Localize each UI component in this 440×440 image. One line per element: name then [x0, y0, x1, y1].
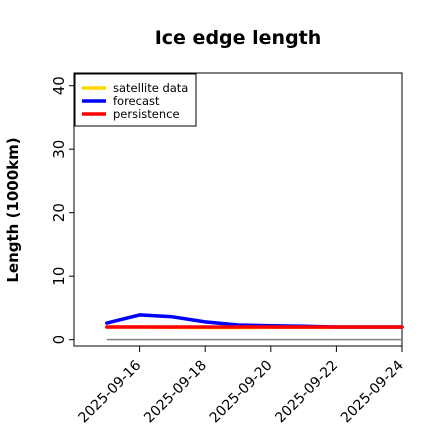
y-axis-label: Length (1000km) — [4, 137, 22, 282]
legend-label-forecast: forecast — [113, 94, 160, 108]
series-lines — [105, 313, 404, 341]
legend-label-persistence: persistence — [113, 107, 180, 121]
y-tick-label: 20 — [50, 203, 68, 222]
plot-frame — [73, 72, 403, 347]
y-tick-label: 10 — [50, 267, 68, 286]
y-tick-label: 40 — [50, 76, 68, 95]
y-axis: 0 10 20 30 40 — [50, 76, 74, 344]
chart-title: Ice edge length — [155, 27, 322, 49]
y-tick-label: 30 — [50, 140, 68, 159]
legend-label-satellite-data: satellite data — [113, 81, 188, 95]
y-tick-label: 0 — [50, 335, 68, 345]
